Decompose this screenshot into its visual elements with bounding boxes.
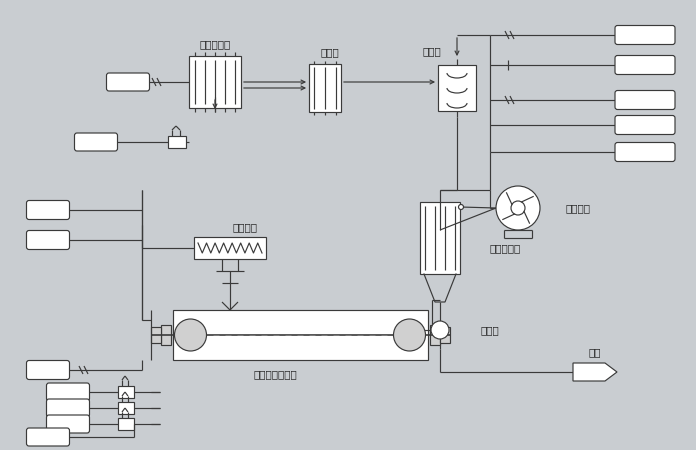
Text: 产品: 产品 [589,347,601,357]
Circle shape [496,186,540,230]
Bar [118,386,134,398]
Polygon shape [573,363,617,381]
Bar [309,64,341,112]
Text: 表冷器: 表冷器 [422,46,441,56]
Text: 袋式除尘器: 袋式除尘器 [489,243,521,253]
Bar [420,202,460,274]
Bar [150,327,161,343]
FancyBboxPatch shape [26,428,70,446]
FancyBboxPatch shape [47,383,90,401]
Circle shape [393,319,425,351]
Text: 蒸汽换热器: 蒸汽换热器 [199,39,230,49]
Circle shape [431,321,449,339]
Bar [173,310,427,360]
Circle shape [175,319,207,351]
FancyBboxPatch shape [47,399,90,417]
FancyBboxPatch shape [74,133,118,151]
Text: 除雾器: 除雾器 [321,47,340,57]
Bar [189,56,241,108]
Circle shape [459,204,464,210]
Bar [439,327,450,343]
FancyBboxPatch shape [615,90,675,109]
Bar [161,325,171,345]
FancyBboxPatch shape [47,415,90,433]
Bar [168,136,186,148]
Text: 加料绞龙: 加料绞龙 [232,222,258,232]
Bar [438,65,476,111]
Text: 关风器: 关风器 [481,325,499,335]
Bar [118,418,134,430]
FancyBboxPatch shape [26,360,70,379]
Text: 桨叶干燥冷却机: 桨叶干燥冷却机 [253,369,297,379]
FancyBboxPatch shape [26,230,70,249]
Bar [194,237,266,259]
FancyBboxPatch shape [106,73,150,91]
Text: 循环风机: 循环风机 [565,203,590,213]
FancyBboxPatch shape [26,201,70,220]
Bar [118,402,134,414]
Bar [429,325,439,345]
FancyBboxPatch shape [615,143,675,162]
FancyBboxPatch shape [615,55,675,75]
FancyBboxPatch shape [615,26,675,45]
Circle shape [511,201,525,215]
FancyBboxPatch shape [615,116,675,135]
